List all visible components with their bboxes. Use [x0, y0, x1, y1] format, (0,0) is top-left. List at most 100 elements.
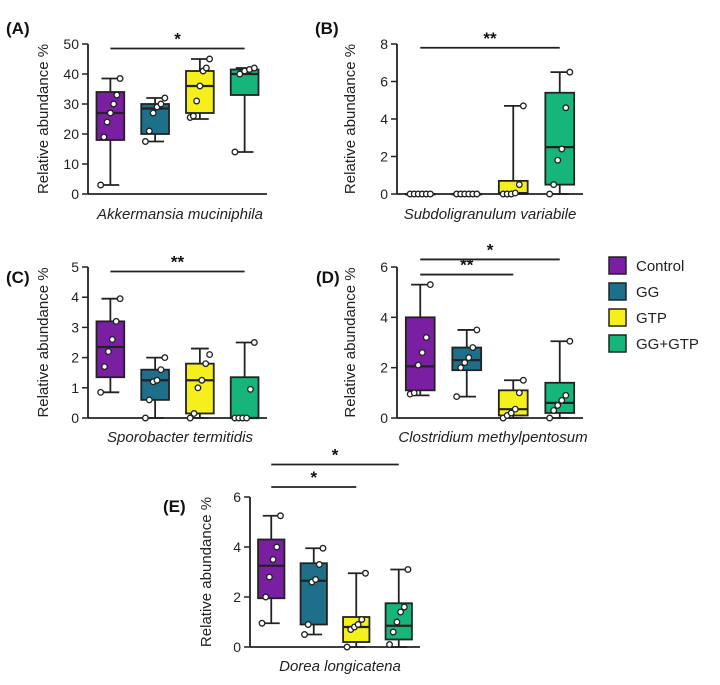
data-point	[101, 363, 108, 371]
y-tick-label: 3	[71, 319, 79, 335]
legend-label-gg: GG	[636, 284, 659, 301]
significance-label: *	[332, 446, 339, 465]
data-point	[157, 100, 165, 108]
data-point	[426, 190, 434, 198]
legend-swatch-control	[608, 256, 627, 275]
data-point	[250, 339, 258, 346]
data-point	[566, 337, 574, 345]
y-tick-label: 4	[380, 111, 388, 127]
legend-item-gg-gtp: GG+GTP	[608, 334, 699, 353]
y-tick-label: 0	[380, 186, 388, 202]
data-point	[269, 556, 277, 563]
x-axis-label: Clostridium methylpentosum	[398, 429, 587, 446]
box-gg-gtp	[544, 337, 576, 422]
data-point	[519, 376, 527, 384]
x-axis-label: Sporobacter termitidis	[107, 429, 253, 446]
panel-label: (D)	[316, 268, 340, 287]
data-point	[206, 55, 214, 63]
significance-bar: *	[271, 446, 399, 466]
box-gg-gtp	[384, 566, 413, 648]
legend: Control GG GTP GG+GTP	[608, 256, 699, 353]
box-iqr	[185, 362, 215, 415]
data-point	[149, 109, 157, 117]
x-axis-label: Akkermansia muciniphila	[96, 206, 263, 223]
data-point	[277, 512, 284, 520]
data-point	[157, 366, 165, 374]
legend-item-gg: GG	[608, 282, 659, 301]
y-tick-label: 1	[71, 380, 79, 396]
data-point	[265, 573, 273, 581]
data-point	[453, 393, 461, 401]
panel-label: (E)	[163, 497, 186, 516]
panel-label: (B)	[315, 19, 339, 38]
box-gg	[299, 544, 328, 638]
data-point	[507, 409, 515, 417]
panel-3: (C) 0 1 2 3 4 5 Relative abundance % Sporobacter…	[6, 253, 267, 446]
data-point	[161, 354, 169, 362]
box-gg-gtp	[229, 64, 260, 156]
y-tick-label: 6	[233, 489, 241, 505]
data-point	[116, 295, 124, 303]
box-control	[257, 512, 286, 627]
data-point	[315, 561, 323, 568]
y-tick-label: 50	[63, 36, 79, 52]
data-point	[343, 643, 351, 651]
legend-label-gtp: GTP	[636, 310, 667, 327]
significance-bar: **	[420, 29, 560, 49]
data-point	[562, 391, 570, 399]
data-point	[393, 618, 401, 626]
data-point	[103, 118, 111, 126]
data-point	[473, 190, 481, 198]
data-point	[354, 621, 362, 628]
data-point	[108, 336, 116, 343]
panel-label: (A)	[6, 19, 30, 38]
data-point	[515, 389, 523, 397]
data-point	[558, 145, 566, 153]
y-tick-label: 0	[380, 410, 388, 426]
data-point	[400, 603, 408, 611]
box-iqr	[185, 70, 215, 114]
y-tick-label: 8	[380, 36, 388, 52]
data-point	[145, 396, 153, 404]
y-tick-label: 0	[71, 186, 79, 202]
data-point	[397, 608, 405, 616]
data-point	[362, 569, 369, 577]
panel-1: (A) 0 10 20 30 40 50 Relative abundance % Akkerm…	[6, 19, 267, 223]
data-point	[141, 138, 149, 145]
box-gtp	[185, 55, 215, 121]
data-point	[100, 133, 108, 141]
legend-swatch-gg-gtp	[608, 334, 627, 353]
y-tick-label: 10	[63, 156, 79, 172]
data-point	[515, 181, 523, 189]
significance-label: **	[460, 256, 474, 275]
data-point	[414, 361, 422, 369]
data-point	[186, 414, 194, 422]
legend-label-control: Control	[636, 258, 684, 275]
data-point	[554, 401, 562, 409]
panel-label: (C)	[6, 268, 30, 287]
data-point	[202, 360, 210, 368]
data-point	[141, 414, 149, 422]
data-point	[554, 156, 562, 164]
box-iqr	[140, 368, 170, 401]
y-axis-label: Relative abundance %	[342, 267, 359, 417]
x-axis-label: Subdoligranulum variabile	[404, 206, 577, 223]
data-point	[546, 190, 554, 198]
significance-bar: **	[420, 256, 514, 276]
data-point	[550, 181, 558, 189]
data-point	[113, 91, 121, 99]
y-tick-label: 2	[380, 360, 388, 376]
y-axis-label: Relative abundance %	[35, 267, 52, 417]
data-point	[231, 148, 239, 156]
box-control	[95, 295, 126, 396]
box-control	[404, 190, 436, 198]
y-tick-label: 2	[71, 350, 79, 366]
y-axis-label: Relative abundance %	[35, 44, 52, 194]
data-point	[566, 68, 574, 76]
y-tick-label: 4	[233, 539, 241, 555]
data-point	[418, 349, 426, 357]
data-point	[116, 75, 124, 82]
box-gg-gtp	[544, 68, 576, 198]
panel-2: (B) 0 2 4 6 8 Relative abundance % Subdoligranu…	[315, 19, 583, 223]
data-point	[301, 631, 308, 638]
